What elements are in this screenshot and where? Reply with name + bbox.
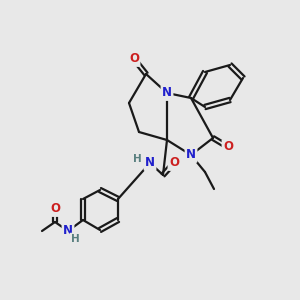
Text: O: O: [129, 52, 139, 65]
Text: N: N: [186, 148, 196, 161]
Text: O: O: [223, 140, 233, 154]
Text: N: N: [162, 86, 172, 100]
Text: H: H: [70, 234, 80, 244]
Text: O: O: [50, 202, 60, 215]
Text: O: O: [169, 157, 179, 169]
Text: H: H: [133, 154, 141, 164]
Text: N: N: [63, 224, 73, 238]
Text: N: N: [145, 157, 155, 169]
